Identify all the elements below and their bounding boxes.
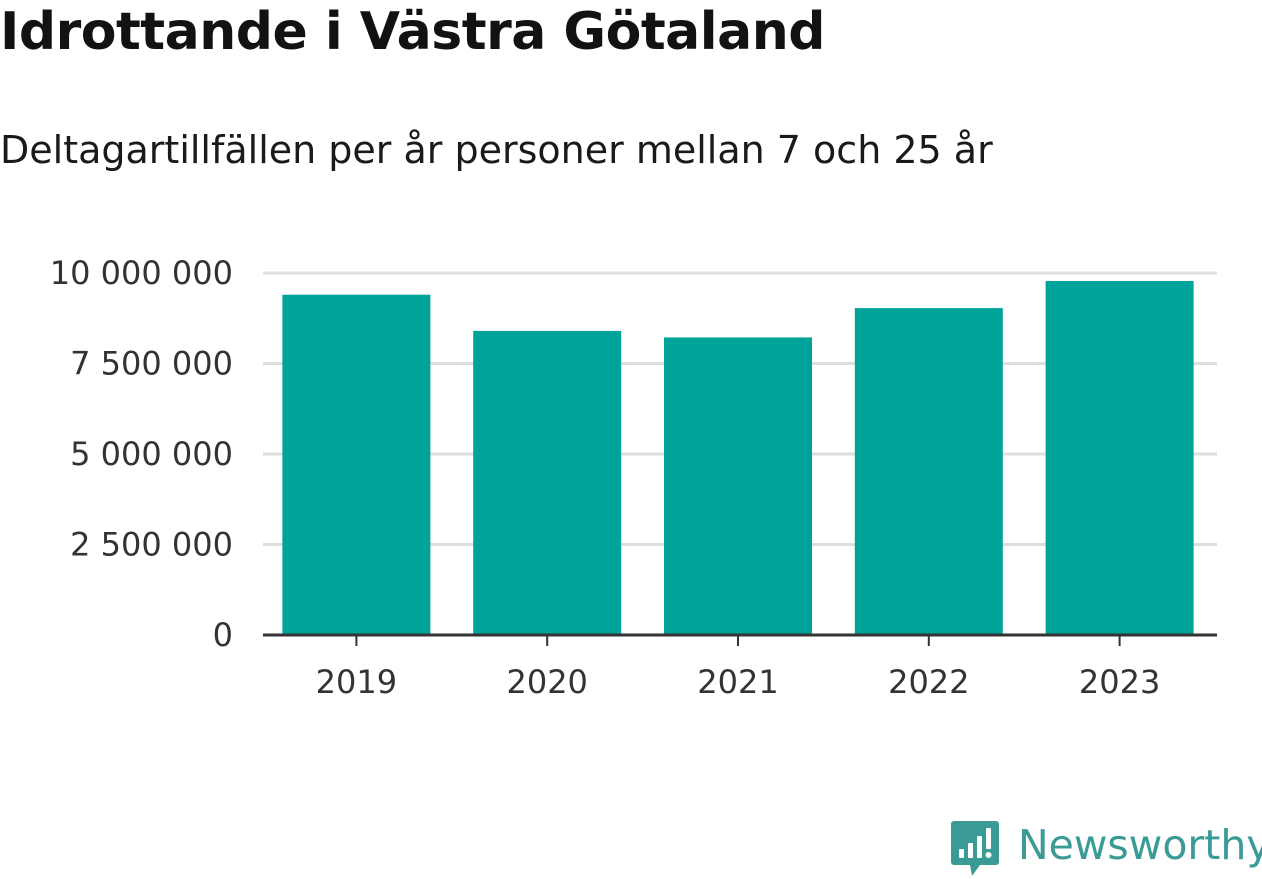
chart-title: Idrottande i Västra Götaland	[0, 2, 825, 62]
bar-2020[interactable]	[473, 330, 622, 635]
x-tick-label: 2019	[316, 663, 397, 701]
y-tick-label: 10 000 000	[50, 254, 233, 292]
y-tick-label: 0	[213, 616, 233, 654]
bar-chart: 0 2 500 000 5 000 000 7 500 000 10 000 000 2…	[50, 254, 1217, 701]
bar-2019[interactable]	[282, 294, 431, 635]
newsworthy-logo[interactable]: Newsworthy	[950, 818, 1262, 878]
bar-2021[interactable]	[664, 337, 812, 635]
y-axis-tick-labels: 0 2 500 000 5 000 000 7 500 000 10 000 000	[50, 254, 233, 654]
bar-chart-speech-bubble-icon	[951, 821, 999, 876]
chart-subtitle: Deltagartillfällen per år personer mella…	[0, 128, 993, 172]
x-tick-label: 2023	[1079, 663, 1160, 701]
x-tick-label: 2021	[697, 663, 778, 701]
x-tick-label: 2022	[888, 663, 969, 701]
x-tick-label: 2020	[506, 663, 587, 701]
bar-2022[interactable]	[854, 308, 1003, 635]
y-tick-label: 2 500 000	[70, 526, 233, 564]
bars	[282, 280, 1194, 635]
x-axis: 2019 2020 2021 2022 2023	[263, 633, 1217, 701]
brand-name: Newsworthy	[1018, 821, 1262, 869]
y-tick-label: 5 000 000	[70, 435, 233, 473]
bar-2023[interactable]	[1045, 280, 1194, 635]
y-tick-label: 7 500 000	[70, 345, 233, 383]
